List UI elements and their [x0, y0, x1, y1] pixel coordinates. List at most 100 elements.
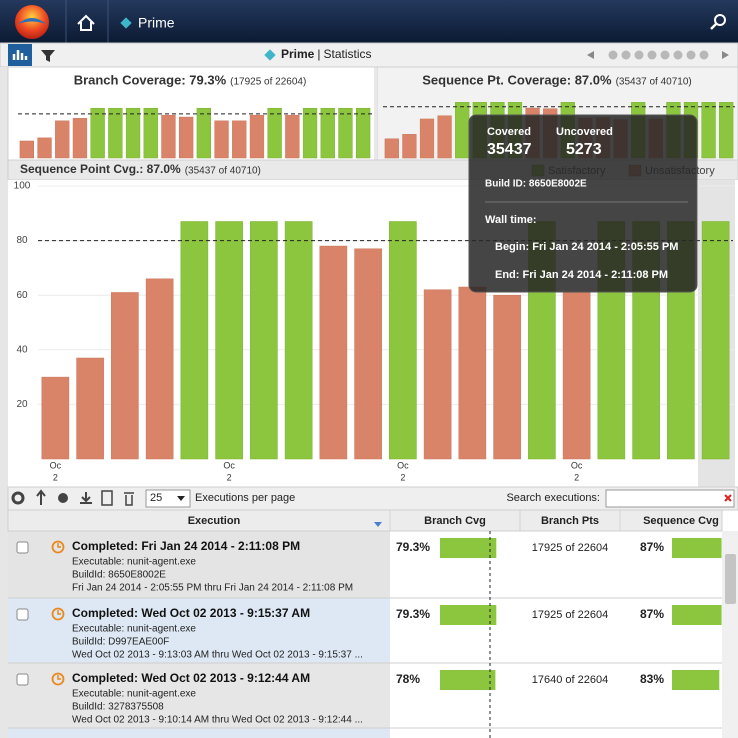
scrollbar-thumb[interactable]: [725, 554, 736, 604]
execution-title[interactable]: Completed: Wed Oct 02 2013 - 9:15:37 AM: [72, 606, 310, 620]
sort-indicator: [374, 522, 382, 527]
sequence-cvg: 83%: [640, 672, 664, 686]
bar: [419, 118, 435, 159]
export-icon[interactable]: [101, 490, 113, 506]
x-tick-label: Oc: [223, 460, 235, 470]
row-background: [8, 728, 390, 738]
sequence-cvg-bar: [672, 670, 720, 690]
x-tick-label: 2: [400, 472, 405, 482]
search-label: Search executions:: [506, 492, 600, 504]
execution-span: Wed Oct 02 2013 - 9:10:14 AM thru Wed Oc…: [72, 715, 363, 726]
x-tick-label: 2: [53, 472, 58, 482]
chart-title: Sequence Point Cvg.: 87.0%: [20, 162, 181, 176]
x-tick-label: Oc: [50, 460, 62, 470]
bar: [180, 221, 209, 460]
bar: [215, 221, 243, 460]
pager-dot: [660, 50, 670, 60]
bar: [76, 357, 104, 460]
bar: [354, 248, 382, 460]
stats-icon: [12, 50, 28, 60]
column-header: Execution: [188, 515, 241, 527]
bar: [384, 138, 399, 159]
bar: [719, 102, 734, 159]
sequence-cvg-bar: [672, 538, 722, 558]
project-icon: [264, 49, 276, 61]
tooltip-end: End: Fri Jan 24 2014 - 2:11:08 PM: [495, 269, 668, 281]
bar: [250, 221, 278, 460]
tooltip-build: Build ID: 8650E8002E: [485, 179, 587, 190]
bar: [493, 294, 521, 460]
tooltip: Covered 35437 Uncovered 5273 Build ID: 8…: [468, 114, 698, 293]
toolbar-view: Statistics: [323, 47, 371, 61]
execution-build: BuildId: 3278375508: [72, 702, 164, 713]
tooltip-covered-label: Covered: [487, 126, 531, 138]
bar: [562, 292, 591, 460]
pager-dot: [647, 50, 657, 60]
execution-title[interactable]: Completed: Wed Oct 02 2013 - 9:12:44 AM: [72, 671, 310, 685]
tooltip-begin: Begin: Fri Jan 24 2014 - 2:05:55 PM: [495, 241, 678, 253]
download-icon[interactable]: [80, 492, 92, 504]
execution-executable: Executable: nunit-agent.exe: [72, 689, 196, 700]
bar: [402, 134, 417, 159]
bar: [41, 376, 70, 460]
bar: [285, 114, 300, 159]
branch-pts: 17640 of 22604: [532, 674, 608, 686]
branch-pts: 17925 of 22604: [532, 542, 608, 554]
prev-arrow[interactable]: [587, 51, 594, 59]
logo-wave: [18, 18, 46, 24]
execution-title[interactable]: Completed: Fri Jan 24 2014 - 2:11:08 PM: [72, 539, 300, 553]
bar: [319, 245, 348, 460]
search-icon[interactable]: [714, 14, 726, 26]
sequence-cvg: 87%: [640, 540, 664, 554]
bar: [108, 107, 123, 159]
sequence-cvg: 87%: [640, 607, 664, 621]
column-header: Sequence Cvg: [643, 515, 719, 527]
row-background: [8, 531, 390, 598]
filter-button[interactable]: [41, 50, 55, 62]
x-tick-label: Oc: [397, 460, 409, 470]
search-input[interactable]: [605, 489, 735, 508]
header-title[interactable]: Prime: [138, 15, 175, 31]
bar: [338, 107, 353, 159]
bar: [196, 107, 212, 159]
record-icon[interactable]: [58, 493, 68, 503]
branch-cvg: 79.3%: [396, 540, 430, 554]
bar: [302, 107, 318, 159]
page-size: 25: [150, 492, 162, 504]
status-icon: [51, 540, 65, 554]
pager-dot: [673, 50, 683, 60]
column-header: Branch Pts: [541, 515, 599, 527]
branch-cvg: 79.3%: [396, 607, 430, 621]
page-size-select[interactable]: [145, 489, 191, 508]
search-icon-handle: [710, 23, 717, 30]
row-checkbox[interactable]: [16, 673, 29, 686]
chart-subtitle: (35437 of 40710): [185, 166, 261, 177]
branch-cvg: 78%: [396, 672, 420, 686]
chart-subtitle: (35437 of 40710): [616, 77, 692, 88]
sort-icon[interactable]: [36, 489, 46, 505]
x-tick-label: 2: [227, 472, 232, 482]
execution-executable: Executable: nunit-agent.exe: [72, 557, 196, 568]
pager-dots: [608, 50, 709, 60]
row-checkbox[interactable]: [16, 541, 29, 554]
stats-button[interactable]: [8, 44, 32, 66]
select-arrow: [177, 496, 185, 501]
status-icon-hands: [57, 543, 61, 548]
logo[interactable]: [15, 5, 49, 39]
branch-cvg-bar: [440, 605, 497, 625]
branch-cvg-bar: [440, 538, 497, 558]
row-checkbox[interactable]: [16, 608, 29, 621]
tooltip-wall-time: Wall time:: [485, 214, 537, 226]
tooltip-uncovered: 5273: [566, 141, 602, 158]
clear-search[interactable]: [724, 494, 732, 502]
settings-icon[interactable]: [11, 491, 25, 505]
toolbar-project: Prime: [281, 47, 315, 61]
branch-pts: 17925 of 22604: [532, 609, 608, 621]
delete-icon[interactable]: [124, 492, 134, 506]
chart-title: Branch Coverage: 79.3%: [74, 72, 227, 87]
bar: [111, 292, 139, 460]
bar: [701, 221, 730, 460]
next-arrow[interactable]: [722, 51, 729, 59]
bar: [232, 120, 247, 159]
home-icon[interactable]: [77, 14, 95, 31]
